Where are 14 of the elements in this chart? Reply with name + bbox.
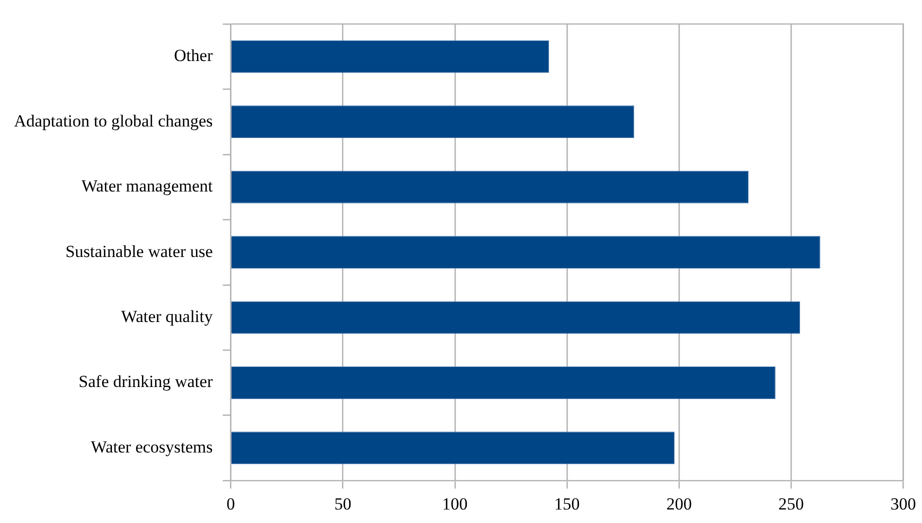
y-tick-label: Water ecosystems bbox=[90, 437, 213, 456]
x-tick-label: 300 bbox=[890, 494, 916, 514]
x-tick-label: 100 bbox=[442, 494, 468, 514]
x-tick-label: 250 bbox=[778, 494, 804, 514]
y-tick-label: Water management bbox=[81, 176, 214, 196]
x-tick-label: 0 bbox=[226, 494, 236, 514]
x-tick-label: 50 bbox=[334, 494, 352, 514]
y-tick-label: Adaptation to global changes bbox=[14, 111, 213, 130]
y-tick-label: Safe drinking water bbox=[78, 372, 214, 392]
y-tick-label: Other bbox=[174, 46, 214, 66]
y-tick-label: Sustainable water use bbox=[65, 242, 213, 261]
x-tick-label: 150 bbox=[554, 494, 580, 514]
y-tick-label: Water quality bbox=[121, 306, 214, 326]
x-tick-label: 200 bbox=[666, 494, 692, 514]
